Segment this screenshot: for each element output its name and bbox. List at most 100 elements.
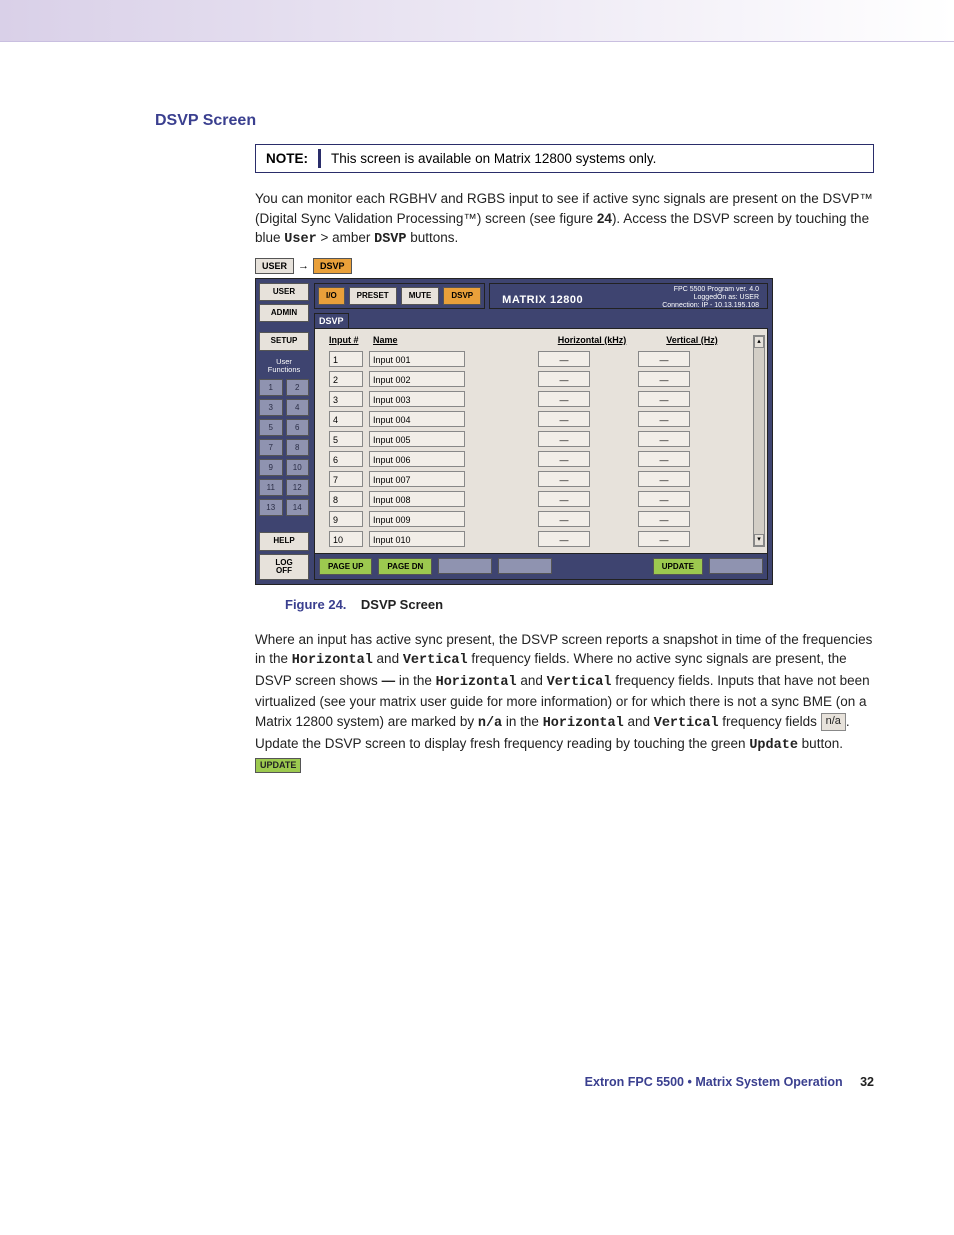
footer-page: 32 — [860, 1075, 874, 1089]
data-rows: 1Input 001——2Input 002——3Input 003——4Inp… — [329, 351, 759, 547]
cell-name: Input 004 — [369, 411, 465, 427]
cell-name: Input 009 — [369, 511, 465, 527]
intro-tail: buttons. — [407, 230, 459, 245]
t: in the — [395, 673, 436, 688]
page-dn-button[interactable]: PAGE DN — [378, 558, 432, 575]
table-row: 4Input 004—— — [329, 411, 759, 427]
sidebar-user[interactable]: USER — [259, 283, 309, 301]
tab-io[interactable]: I/O — [318, 287, 345, 305]
cell-horiz: — — [538, 431, 590, 447]
tab-dsvp[interactable]: DSVP — [443, 287, 481, 305]
hdr-horiz: Horizontal (kHz) — [537, 335, 647, 345]
num-btn[interactable]: 5 — [259, 419, 283, 436]
title-program: FPC 5500 Program ver. 4.0 — [662, 286, 759, 294]
update-button[interactable]: UPDATE — [653, 558, 703, 575]
cell-name: Input 007 — [369, 471, 465, 487]
cell-num: 6 — [329, 451, 363, 467]
panel-label: DSVP — [314, 313, 349, 328]
t: Update — [749, 738, 798, 753]
update-box: UPDATE — [255, 758, 301, 773]
cell-name: Input 008 — [369, 491, 465, 507]
table-row: 2Input 002—— — [329, 371, 759, 387]
crumb-user[interactable]: USER — [255, 258, 294, 274]
cell-vert: — — [638, 411, 690, 427]
t: — — [382, 673, 396, 688]
cell-num: 9 — [329, 511, 363, 527]
num-btn[interactable]: 13 — [259, 499, 283, 516]
scroll-up-icon[interactable]: ▴ — [754, 336, 764, 348]
intro-paragraph: You can monitor each RGBHV and RGBS inpu… — [255, 189, 874, 250]
t: Vertical — [547, 675, 612, 690]
title-sub: FPC 5500 Program ver. 4.0 LoggedOn as: U… — [662, 286, 759, 311]
num-btn[interactable]: 4 — [286, 399, 310, 416]
t: and — [624, 714, 654, 729]
blank-button[interactable] — [498, 558, 552, 574]
blank-button[interactable] — [438, 558, 492, 574]
hdr-vert: Vertical (Hz) — [647, 335, 737, 345]
num-btn[interactable]: 12 — [286, 479, 310, 496]
sidebar-logoff[interactable]: LOGOFF — [259, 554, 309, 580]
bottom-bar: PAGE UP PAGE DN UPDATE — [314, 554, 768, 580]
crumb-dsvp[interactable]: DSVP — [313, 258, 352, 274]
scroll-down-icon[interactable]: ▾ — [754, 534, 764, 546]
hdr-input: Input # — [329, 335, 373, 345]
num-btn[interactable]: 1 — [259, 379, 283, 396]
title-conn: Connection: IP - 10.13.195.108 — [662, 302, 759, 310]
sidebar-setup[interactable]: SETUP — [259, 332, 309, 350]
num-btn[interactable]: 9 — [259, 459, 283, 476]
intro-fig-ref: 24 — [597, 211, 612, 226]
num-btn[interactable]: 7 — [259, 439, 283, 456]
note-text: This screen is available on Matrix 12800… — [331, 151, 656, 166]
main-panel: I/O PRESET MUTE DSVP FPC 5500 Program ve… — [312, 279, 772, 584]
num-btn[interactable]: 14 — [286, 499, 310, 516]
num-btn[interactable]: 10 — [286, 459, 310, 476]
num-btn[interactable]: 3 — [259, 399, 283, 416]
t: Horizontal — [292, 653, 373, 668]
tab-preset[interactable]: PRESET — [349, 287, 397, 305]
top-row: I/O PRESET MUTE DSVP FPC 5500 Program ve… — [314, 283, 768, 309]
cell-horiz: — — [538, 451, 590, 467]
num-btn[interactable]: 6 — [286, 419, 310, 436]
intro-dsvp-btn: DSVP — [374, 232, 406, 247]
num-btn[interactable]: 2 — [286, 379, 310, 396]
num-btn[interactable]: 11 — [259, 479, 283, 496]
cell-vert: — — [638, 391, 690, 407]
cell-name: Input 006 — [369, 451, 465, 467]
t: Horizontal — [543, 716, 624, 731]
t: button. — [798, 736, 843, 751]
page-up-button[interactable]: PAGE UP — [319, 558, 372, 575]
sidebar-admin[interactable]: ADMIN — [259, 304, 309, 322]
t: frequency fields — [719, 714, 821, 729]
app-window: USER ADMIN SETUP UserFunctions 1 2 3 4 5… — [255, 278, 773, 585]
intro-user-btn: User — [284, 232, 316, 247]
intro-sep: > amber — [317, 230, 374, 245]
table-row: 1Input 001—— — [329, 351, 759, 367]
na-box: n/a — [821, 713, 846, 731]
note-box: NOTE: This screen is available on Matrix… — [255, 144, 874, 173]
t: and — [517, 673, 547, 688]
page-top-band — [0, 0, 954, 42]
tab-bar: I/O PRESET MUTE DSVP — [314, 283, 485, 309]
sidebar: USER ADMIN SETUP UserFunctions 1 2 3 4 5… — [256, 279, 312, 584]
table-row: 10Input 010—— — [329, 531, 759, 547]
title-logged: LoggedOn as: USER — [662, 294, 759, 302]
sidebar-help[interactable]: HELP — [259, 532, 309, 550]
table-row: 9Input 009—— — [329, 511, 759, 527]
table-row: 3Input 003—— — [329, 391, 759, 407]
cell-vert: — — [638, 451, 690, 467]
t: Vertical — [403, 653, 468, 668]
t: in the — [502, 714, 543, 729]
tab-mute[interactable]: MUTE — [401, 287, 440, 305]
cell-num: 8 — [329, 491, 363, 507]
cell-num: 2 — [329, 371, 363, 387]
t: and — [373, 651, 403, 666]
scrollbar[interactable]: ▴ ▾ — [753, 335, 765, 547]
page-content: DSVP Screen NOTE: This screen is availab… — [0, 42, 954, 1129]
cell-num: 5 — [329, 431, 363, 447]
cell-vert: — — [638, 531, 690, 547]
blank-button[interactable] — [709, 558, 763, 574]
cell-vert: — — [638, 511, 690, 527]
section-title: DSVP Screen — [155, 112, 874, 130]
num-btn[interactable]: 8 — [286, 439, 310, 456]
cell-vert: — — [638, 431, 690, 447]
